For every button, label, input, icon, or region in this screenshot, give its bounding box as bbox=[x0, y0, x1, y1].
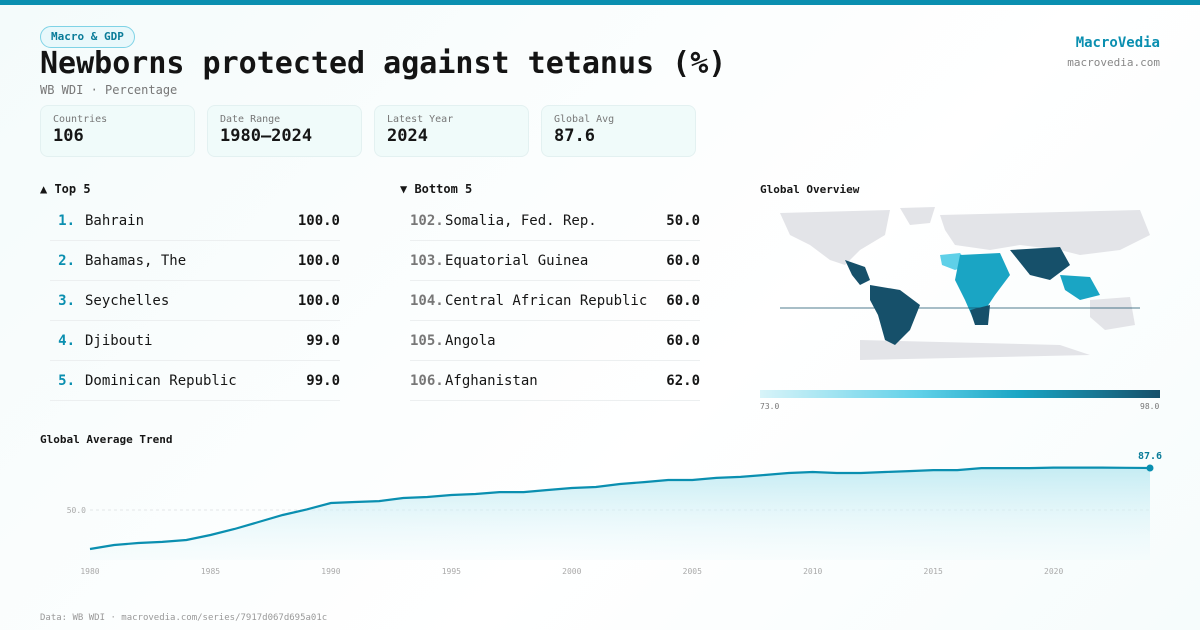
color-scale-bar bbox=[760, 390, 1160, 398]
stat-value: 1980–2024 bbox=[220, 126, 313, 146]
list-item[interactable]: 105. Angola 60.0 bbox=[410, 321, 700, 361]
list-item[interactable]: 104. Central African Republic 60.0 bbox=[410, 281, 700, 321]
rank: 103. bbox=[410, 252, 444, 269]
stat-label: Latest Year bbox=[387, 114, 454, 125]
rank: 106. bbox=[410, 372, 444, 389]
bottom-5-heading: ▼ Bottom 5 bbox=[400, 182, 473, 196]
country-name: Dominican Republic bbox=[85, 372, 237, 389]
trend-area bbox=[90, 467, 1150, 560]
brand-logo[interactable]: MacroVedia bbox=[1075, 35, 1160, 51]
list-item[interactable]: 3. Seychelles 100.0 bbox=[50, 281, 340, 321]
country-value: 60.0 bbox=[666, 252, 700, 269]
list-item[interactable]: 1. Bahrain 100.0 bbox=[50, 201, 340, 241]
country-name: Djibouti bbox=[85, 332, 153, 349]
top-5-heading: ▲ Top 5 bbox=[40, 182, 91, 196]
world-map[interactable] bbox=[760, 205, 1160, 380]
stat-label: Global Avg bbox=[554, 114, 615, 125]
country-value: 100.0 bbox=[297, 212, 340, 229]
country-name: Angola bbox=[445, 332, 496, 349]
top-accent-bar bbox=[0, 0, 1200, 5]
list-item[interactable]: 102. Somalia, Fed. Rep. 50.0 bbox=[410, 201, 700, 241]
y-tick-label: 50.0 bbox=[67, 506, 86, 515]
land-no-data bbox=[780, 207, 1150, 360]
x-tick-label: 2015 bbox=[924, 567, 943, 576]
rank: 102. bbox=[410, 212, 444, 229]
footer-source[interactable]: Data: WB WDI · macrovedia.com/series/791… bbox=[40, 613, 328, 623]
page-title: Newborns protected against tetanus (%) bbox=[40, 46, 727, 81]
brand-url[interactable]: macrovedia.com bbox=[1067, 56, 1160, 69]
stat-value: 2024 bbox=[387, 126, 428, 146]
scale-min-label: 73.0 bbox=[760, 402, 780, 411]
country-value: 60.0 bbox=[666, 292, 700, 309]
rank: 104. bbox=[410, 292, 444, 309]
stat-card-global-avg: Global Avg 87.6 bbox=[541, 105, 696, 157]
x-tick-label: 1980 bbox=[80, 567, 99, 576]
last-point[interactable] bbox=[1146, 464, 1154, 472]
trend-chart[interactable]: 50.0 1980 1985 1990 1995 2000 2005 2010 2015 202… bbox=[0, 440, 1200, 590]
map-heading: Global Overview bbox=[760, 183, 860, 196]
last-value-label: 87.6 bbox=[1138, 451, 1162, 462]
land-data bbox=[845, 247, 1100, 345]
country-value: 100.0 bbox=[297, 292, 340, 309]
category-tag[interactable]: Macro & GDP bbox=[40, 26, 135, 48]
country-name: Bahrain bbox=[85, 212, 145, 229]
rank: 3. bbox=[58, 292, 75, 309]
x-tick-label: 1990 bbox=[321, 567, 340, 576]
x-tick-label: 1995 bbox=[442, 567, 461, 576]
country-value: 100.0 bbox=[297, 252, 340, 269]
list-item[interactable]: 4. Djibouti 99.0 bbox=[50, 321, 340, 361]
stat-value: 87.6 bbox=[554, 126, 595, 146]
rank: 1. bbox=[58, 212, 75, 229]
x-tick-label: 1985 bbox=[201, 567, 220, 576]
trend-line bbox=[89, 466, 1151, 551]
stat-label: Countries bbox=[53, 114, 108, 125]
trend-heading: Global Average Trend bbox=[40, 433, 173, 446]
x-tick-label: 2005 bbox=[683, 567, 702, 576]
rank: 5. bbox=[58, 372, 75, 389]
list-item[interactable]: 103. Equatorial Guinea 60.0 bbox=[410, 241, 700, 281]
top-5-list: 1. Bahrain 100.0 2. Bahamas, The 100.0 3. Seych… bbox=[50, 201, 340, 401]
country-value: 50.0 bbox=[666, 212, 700, 229]
rank: 2. bbox=[58, 252, 75, 269]
country-name: Afghanistan bbox=[445, 372, 538, 389]
country-name: Central African Republic bbox=[445, 292, 648, 309]
country-value: 99.0 bbox=[306, 332, 340, 349]
x-tick-label: 2010 bbox=[803, 567, 822, 576]
rank: 4. bbox=[58, 332, 75, 349]
stat-card-date-range: Date Range 1980–2024 bbox=[207, 105, 362, 157]
scale-max-label: 98.0 bbox=[1140, 402, 1160, 411]
x-tick-label: 2020 bbox=[1044, 567, 1063, 576]
country-value: 99.0 bbox=[306, 372, 340, 389]
stat-card-countries: Countries 106 bbox=[40, 105, 195, 157]
stat-value: 106 bbox=[53, 126, 84, 146]
x-tick-label: 2000 bbox=[562, 567, 581, 576]
stat-card-latest-year: Latest Year 2024 bbox=[374, 105, 529, 157]
page-subtitle: WB WDI · Percentage bbox=[40, 83, 178, 97]
country-value: 60.0 bbox=[666, 332, 700, 349]
bottom-5-list: 102. Somalia, Fed. Rep. 50.0 103. Equatorial… bbox=[410, 201, 700, 401]
list-item[interactable]: 2. Bahamas, The 100.0 bbox=[50, 241, 340, 281]
country-value: 62.0 bbox=[666, 372, 700, 389]
country-name: Somalia, Fed. Rep. bbox=[445, 212, 597, 229]
list-item[interactable]: 106. Afghanistan 62.0 bbox=[410, 361, 700, 401]
stat-label: Date Range bbox=[220, 114, 281, 125]
rank: 105. bbox=[410, 332, 444, 349]
country-name: Equatorial Guinea bbox=[445, 252, 589, 269]
country-name: Seychelles bbox=[85, 292, 170, 309]
list-item[interactable]: 5. Dominican Republic 99.0 bbox=[50, 361, 340, 401]
country-name: Bahamas, The bbox=[85, 252, 187, 269]
